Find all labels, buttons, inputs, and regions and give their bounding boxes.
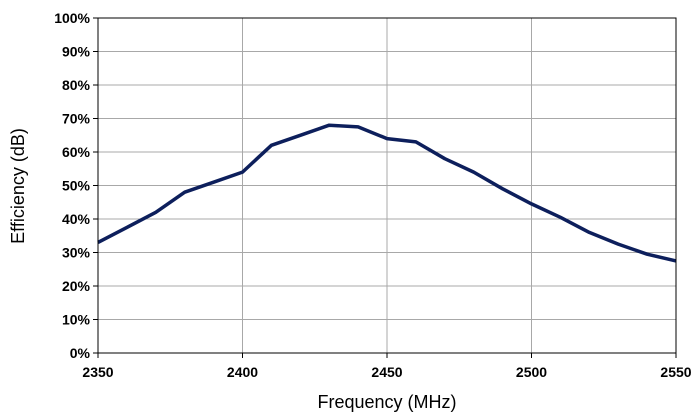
- y-tick-label: 20%: [62, 278, 91, 294]
- y-tick-label: 70%: [62, 111, 91, 127]
- y-tick-label: 60%: [62, 144, 91, 160]
- y-tick-label: 80%: [62, 77, 91, 93]
- y-tick-label: 50%: [62, 178, 91, 194]
- series-layer: [97, 123, 677, 263]
- y-tick-label: 30%: [62, 245, 91, 261]
- x-axis-label: Frequency (MHz): [317, 392, 456, 412]
- x-tick-label: 2400: [227, 364, 258, 380]
- y-axis-label: Efficiency (dB): [8, 128, 28, 244]
- x-tick-label: 2350: [82, 364, 113, 380]
- y-tick-label: 10%: [62, 312, 91, 328]
- y-tick-label: 0%: [70, 345, 91, 361]
- x-tick-label: 2500: [516, 364, 547, 380]
- y-tick-label: 100%: [54, 10, 90, 26]
- y-tick-label: 40%: [62, 211, 91, 227]
- x-tick-label: 2450: [371, 364, 402, 380]
- y-tick-label: 90%: [62, 44, 91, 60]
- x-tick-label: 2550: [660, 364, 691, 380]
- tick-labels: 0% 10% 20% 30% 40% 50% 60% 70% 80% 90% 100% 2350 240…: [54, 10, 692, 380]
